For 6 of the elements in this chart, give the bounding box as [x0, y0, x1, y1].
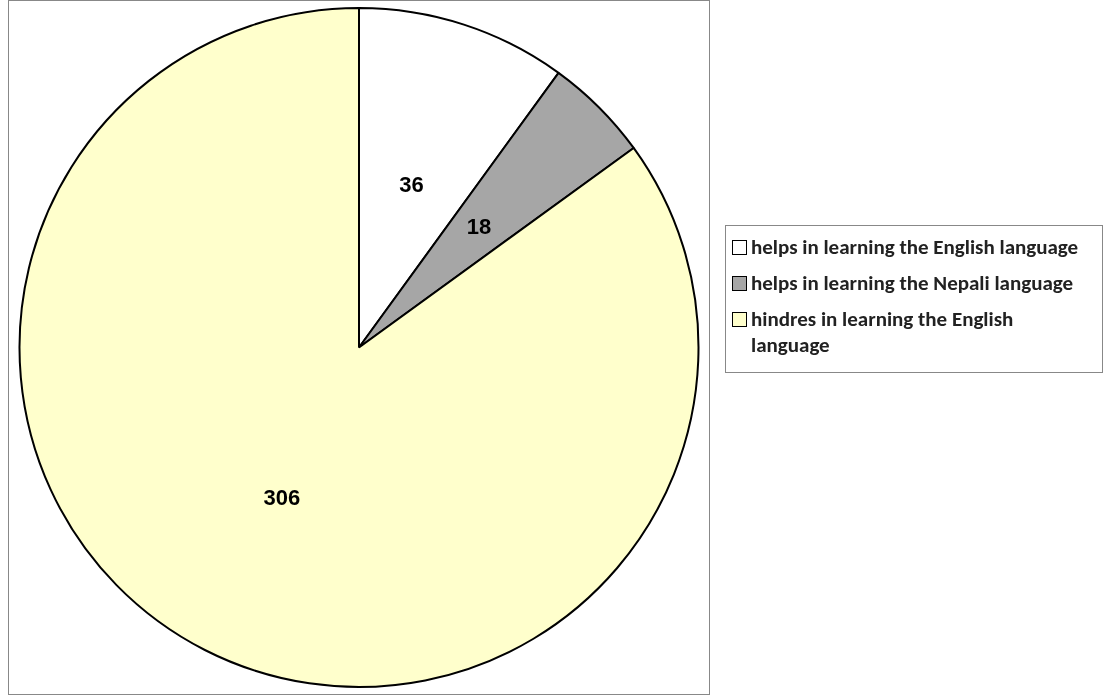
- legend-label: hindres in learning the English language: [751, 306, 1015, 358]
- data-label: 18: [466, 213, 492, 239]
- data-label: 306: [263, 484, 301, 510]
- legend-label: helps in learning the English language: [751, 234, 1079, 260]
- data-label: 36: [399, 172, 424, 198]
- legend-label: helps in learning the Nepali language: [751, 270, 1074, 296]
